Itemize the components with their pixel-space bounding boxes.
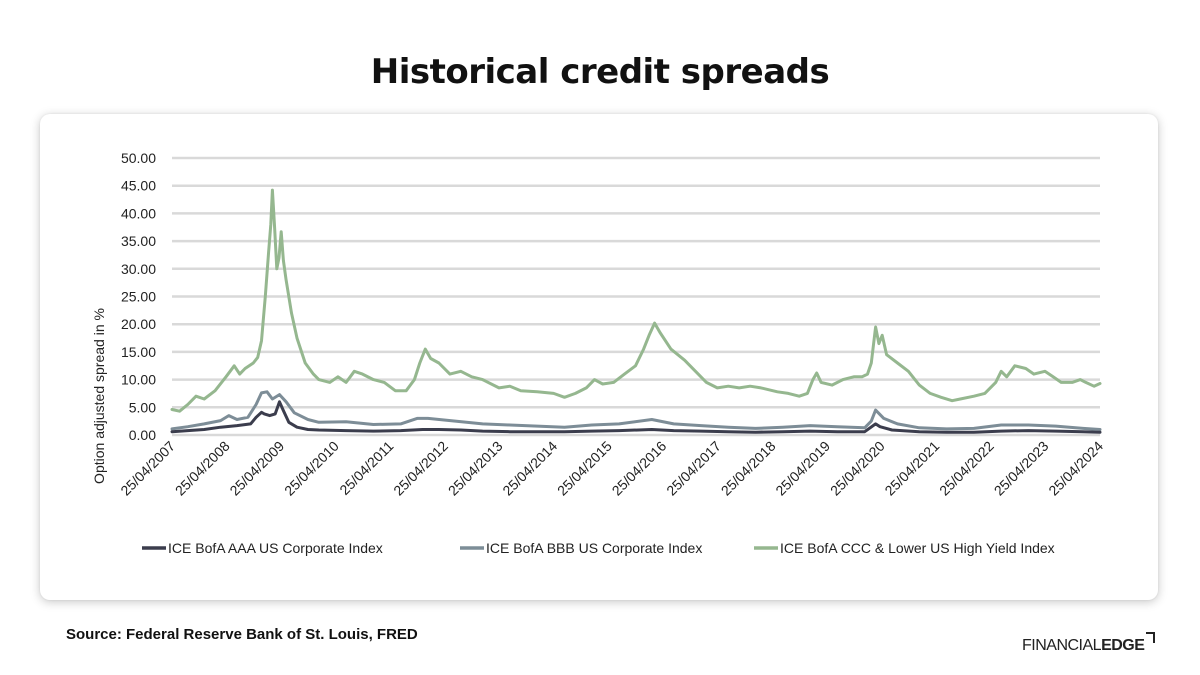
x-axis-tick-labels: 25/04/200725/04/200825/04/200925/04/2010… (117, 438, 1106, 499)
series-line-bbb (170, 390, 1102, 431)
x-tick-label: 25/04/2024 (1045, 438, 1106, 499)
y-tick-label: 10.00 (121, 372, 156, 388)
x-tick-label: 25/04/2009 (226, 438, 287, 499)
x-tick-label: 25/04/2014 (499, 438, 560, 499)
y-tick-label: 5.00 (129, 399, 156, 415)
y-tick-label: 35.00 (121, 233, 156, 249)
series-line-aaa (170, 400, 1102, 434)
brand-logo-part2: EDGE (1101, 637, 1145, 654)
y-tick-label: 30.00 (121, 261, 156, 277)
x-tick-label: 25/04/2020 (827, 438, 888, 499)
legend-label-ccc: ICE BofA CCC & Lower US High Yield Index (780, 540, 1055, 556)
x-tick-label: 25/04/2018 (718, 438, 779, 499)
legend-label-aaa: ICE BofA AAA US Corporate Index (168, 540, 383, 556)
x-tick-label: 25/04/2007 (117, 438, 178, 499)
y-tick-label: 50.00 (121, 150, 156, 166)
x-tick-label: 25/04/2019 (772, 438, 833, 499)
line-chart: 0.00 5.00 10.00 15.00 20.00 25.00 30.00 35.00 40… (91, 150, 1106, 556)
y-axis-tick-labels: 0.00 5.00 10.00 15.00 20.00 25.00 30.00 35.00 40… (121, 150, 156, 443)
x-tick-label: 25/04/2022 (936, 438, 997, 499)
x-tick-label: 25/04/2008 (172, 438, 233, 499)
y-tick-label: 0.00 (129, 427, 156, 443)
gridlines (172, 156, 1100, 437)
y-axis-label: Option adjusted spread in % (91, 308, 107, 484)
brand-logo-part1: FINANCIAL (1022, 637, 1102, 654)
x-tick-label: 25/04/2011 (336, 438, 396, 498)
x-tick-label: 25/04/2012 (390, 438, 451, 499)
page-title: Historical credit spreads (370, 52, 830, 92)
x-tick-label: 25/04/2023 (991, 438, 1052, 499)
brand-mark-icon (1146, 632, 1156, 643)
x-tick-label: 25/04/2021 (881, 438, 942, 499)
source-note: Source: Federal Reserve Bank of St. Loui… (66, 626, 418, 643)
chart-card: 0.00 5.00 10.00 15.00 20.00 25.00 30.00 35.00 40… (40, 114, 1158, 600)
y-tick-label: 45.00 (121, 178, 156, 194)
y-tick-label: 25.00 (121, 289, 156, 305)
x-tick-label: 25/04/2017 (663, 438, 724, 499)
series-line-ccc (170, 188, 1102, 413)
legend: ICE BofA AAA US Corporate Index ICE BofA … (142, 540, 1055, 556)
x-tick-label: 25/04/2016 (609, 438, 670, 499)
series-lines (170, 188, 1102, 434)
brand-logo: FINANCIALEDGE (1022, 632, 1156, 654)
y-tick-label: 15.00 (121, 344, 156, 360)
y-tick-label: 40.00 (121, 205, 156, 221)
legend-label-bbb: ICE BofA BBB US Corporate Index (486, 540, 702, 556)
y-tick-label: 20.00 (121, 316, 156, 332)
x-tick-label: 25/04/2013 (445, 438, 506, 499)
x-tick-label: 25/04/2010 (281, 438, 342, 499)
x-tick-label: 25/04/2015 (554, 438, 615, 499)
